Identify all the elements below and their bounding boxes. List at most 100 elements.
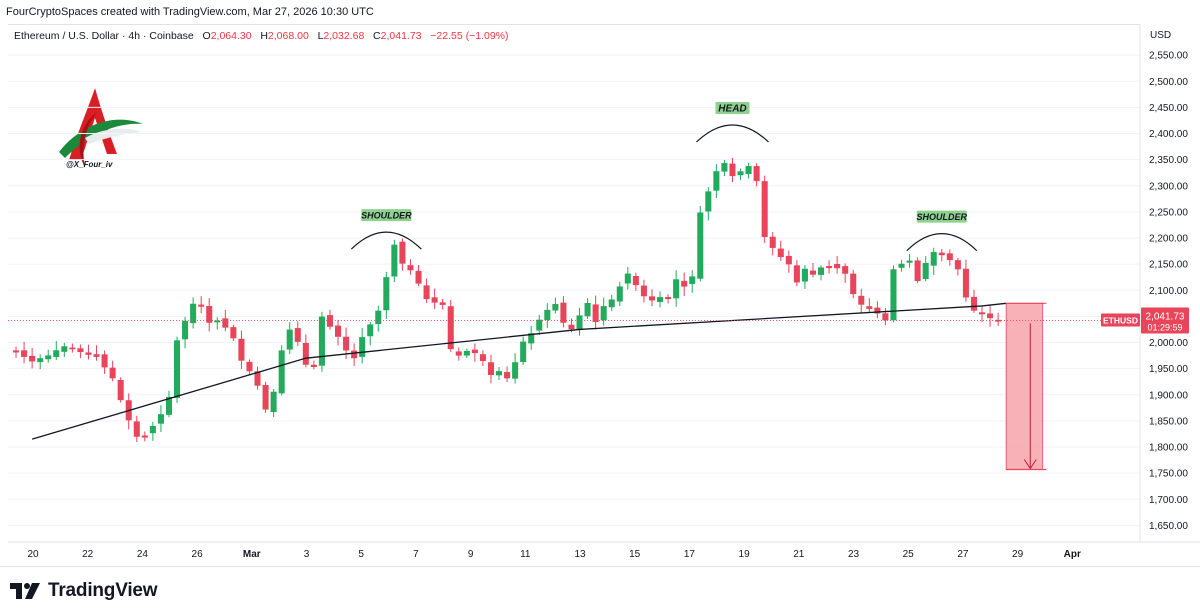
candle — [447, 299, 454, 352]
pattern-label: HEAD — [718, 103, 746, 114]
candle — [367, 321, 374, 346]
candle — [528, 325, 535, 350]
candle — [439, 298, 446, 310]
currency-label: USD — [1150, 30, 1172, 41]
candle — [632, 272, 639, 291]
tradingview-brand[interactable]: TradingView — [10, 580, 158, 602]
candle — [238, 330, 245, 369]
symbol-price-tag[interactable]: ETHUSD — [1101, 313, 1140, 327]
candle — [198, 296, 205, 314]
candle — [391, 239, 398, 282]
candle — [793, 260, 800, 287]
candle — [174, 336, 181, 403]
candle — [479, 350, 486, 367]
candle — [544, 303, 551, 328]
y-tick-label: 1,900.00 — [1149, 390, 1188, 401]
candle — [818, 265, 825, 281]
y-tick-label: 2,550.00 — [1149, 51, 1188, 62]
candle — [133, 415, 140, 443]
y-tick-label: 2,100.00 — [1149, 286, 1188, 297]
candle — [399, 238, 406, 271]
candle — [383, 271, 390, 319]
x-tick-label: 23 — [848, 549, 860, 560]
candle — [335, 319, 342, 346]
low-label: L — [317, 30, 324, 42]
candle — [962, 259, 969, 302]
candle — [101, 350, 108, 374]
close-value: 2,041.73 — [380, 30, 422, 42]
y-tick-label: 2,400.00 — [1149, 129, 1188, 140]
candle — [737, 168, 744, 180]
x-tick-label: 5 — [358, 549, 364, 560]
candle — [705, 187, 712, 221]
price-tag-symbol: ETHUSD — [1103, 316, 1138, 326]
candle — [689, 270, 696, 293]
candle — [471, 343, 478, 362]
open-value: 2,064.30 — [210, 30, 252, 42]
y-tick-label: 1,850.00 — [1149, 416, 1188, 427]
candle — [359, 327, 366, 364]
candle — [69, 343, 76, 353]
candle — [946, 249, 953, 266]
candle — [801, 265, 808, 289]
watermark-logo-icon — [59, 88, 143, 168]
chart-plot-area[interactable] — [8, 24, 1140, 543]
candle — [85, 344, 92, 360]
y-tick-label: 2,350.00 — [1149, 155, 1188, 166]
shoulder-annotation[interactable]: SHOULDER — [906, 210, 978, 252]
x-tick-label: 20 — [27, 549, 39, 560]
bar-countdown: 01:29:59 — [1147, 323, 1182, 333]
candle — [930, 247, 937, 276]
candle — [262, 381, 269, 413]
low-value: 2,032.68 — [323, 30, 365, 42]
candle — [206, 298, 213, 332]
candle — [415, 264, 422, 286]
candle — [182, 316, 189, 349]
candle — [882, 307, 889, 326]
x-tick-label: 13 — [574, 549, 586, 560]
candle — [673, 270, 680, 307]
target-zone[interactable] — [1005, 302, 1047, 471]
candle — [970, 289, 977, 313]
neckline-trendline[interactable] — [31, 302, 1007, 440]
candle — [463, 348, 470, 359]
candle — [254, 366, 261, 390]
candle — [504, 366, 511, 383]
y-tick-label: 1,700.00 — [1149, 495, 1188, 506]
high-value: 2,068.00 — [267, 30, 309, 42]
candle — [729, 157, 736, 183]
candle — [954, 257, 961, 276]
y-tick-label: 2,300.00 — [1149, 181, 1188, 192]
candle — [987, 304, 994, 327]
candle — [761, 175, 768, 243]
candle — [874, 301, 881, 319]
candle — [512, 353, 519, 384]
x-tick-label: Apr — [1064, 549, 1081, 560]
candle — [745, 162, 752, 179]
shoulder-annotation[interactable]: SHOULDER — [350, 209, 422, 250]
x-tick-label: 29 — [1012, 549, 1024, 560]
candle — [487, 354, 494, 384]
candle — [616, 281, 623, 307]
head-annotation[interactable]: HEAD — [696, 101, 769, 143]
x-tick-label: 7 — [413, 549, 419, 560]
candle — [375, 305, 382, 332]
candle — [407, 259, 414, 275]
candle — [809, 262, 816, 278]
candle — [938, 248, 945, 262]
price-tag-value: 2,041.73 — [1146, 312, 1185, 323]
candle — [995, 312, 1002, 326]
x-tick-label: 19 — [739, 549, 751, 560]
candle — [13, 346, 20, 358]
candle — [29, 348, 36, 369]
candle — [157, 405, 164, 433]
candle — [294, 321, 301, 346]
candle — [318, 311, 325, 372]
candle — [826, 260, 833, 274]
symbol-title[interactable]: Ethereum / U.S. Dollar · 4h · Coinbase — [14, 30, 194, 42]
x-tick-label: 27 — [957, 549, 969, 560]
candle — [624, 267, 631, 290]
y-tick-label: 2,500.00 — [1149, 77, 1188, 88]
